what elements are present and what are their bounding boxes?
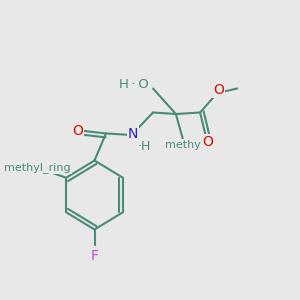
Text: methyl: methyl — [165, 140, 204, 150]
Text: H · O: H · O — [119, 78, 149, 92]
Text: F: F — [91, 249, 98, 263]
Text: O: O — [72, 124, 83, 137]
Text: methyl_ring: methyl_ring — [4, 162, 71, 173]
Text: ·H: ·H — [138, 140, 151, 153]
Text: N: N — [128, 128, 138, 141]
Text: O: O — [202, 135, 213, 149]
Text: O: O — [213, 83, 224, 97]
